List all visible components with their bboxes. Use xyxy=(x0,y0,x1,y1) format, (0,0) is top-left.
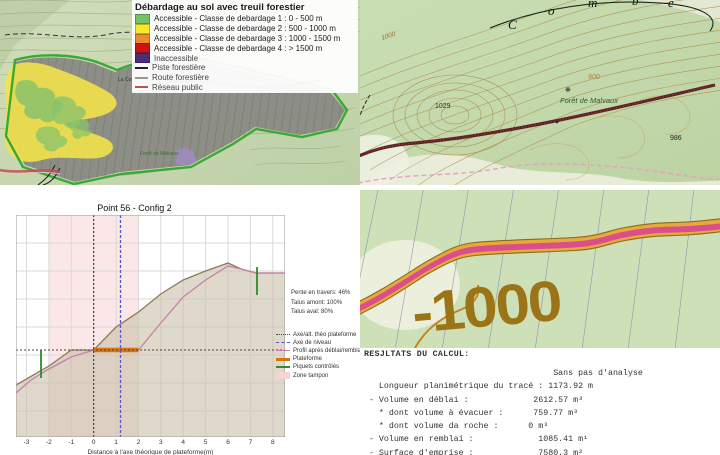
svg-text:-1000: -1000 xyxy=(409,268,563,345)
svg-text:e: e xyxy=(668,0,674,10)
svg-text:Forêt de Malvaux: Forêt de Malvaux xyxy=(560,96,618,105)
svg-text:Forêt de Malvaux: Forêt de Malvaux xyxy=(140,151,179,157)
svg-text:b: b xyxy=(632,0,639,8)
svg-text:❋: ❋ xyxy=(565,86,571,94)
svg-text:o: o xyxy=(548,3,555,18)
svg-text:m: m xyxy=(588,0,597,10)
svg-text:986: 986 xyxy=(670,135,682,142)
svg-text:C: C xyxy=(508,17,517,32)
svg-text:1029: 1029 xyxy=(435,103,451,110)
svg-text:900: 900 xyxy=(588,74,600,81)
